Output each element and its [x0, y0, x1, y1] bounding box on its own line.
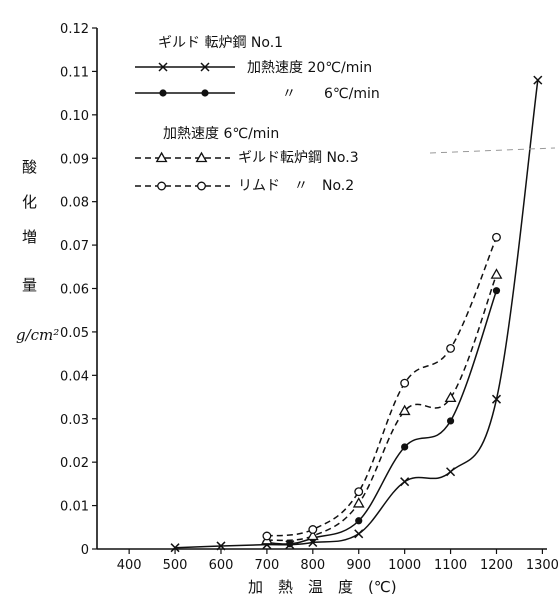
data-point-no2 — [308, 525, 318, 534]
y-tick-label: 0.06 — [60, 283, 89, 298]
legend-entry-no2: リムド 〃 No.2 — [238, 178, 354, 194]
scan-artifact-line — [429, 147, 556, 154]
series-line-no2 — [266, 236, 498, 537]
data-point-no3 — [398, 404, 411, 416]
data-point-s20 — [400, 477, 410, 487]
legend-sample-20c-marker — [158, 62, 168, 72]
y-tick-label: 0.11 — [60, 65, 89, 80]
data-point-s6 — [446, 417, 455, 425]
marker-stroke — [216, 541, 226, 551]
series-no3 — [260, 268, 503, 545]
y-tick-label: 0.12 — [60, 22, 89, 37]
data-point-s20 — [533, 75, 543, 85]
y-ticks: 0 0.01 0.02 0.03 0.04 0.05 0.06 0.07 0.08 0.09 0.1… — [60, 22, 97, 558]
data-point-s6 — [401, 443, 409, 451]
y-axis-label: 酸 化 増 量 g/cm² — [16, 158, 59, 344]
x-tick-label: 400 — [117, 558, 142, 573]
x-tick-label: 800 — [300, 558, 325, 573]
y-label-char-2: 化 — [22, 193, 37, 211]
marker-stroke — [200, 62, 210, 72]
x-tick-label: 1200 — [480, 558, 513, 573]
marker-stroke — [170, 543, 180, 553]
y-unit-label: g/cm² — [16, 326, 59, 344]
data-point-no2 — [354, 487, 364, 497]
data-point-no3 — [352, 497, 365, 508]
legend-entry-no3: ギルド転炉鋼 No.3 — [238, 150, 359, 166]
series-line-no3 — [266, 274, 498, 542]
y-tick-label: 0.07 — [60, 239, 89, 254]
series-line-s6 — [266, 290, 498, 545]
x-tick-label: 1100 — [434, 558, 467, 573]
y-tick-label: 0.04 — [60, 369, 89, 384]
legend-group2-title: 加熱速度 6℃/min — [163, 126, 279, 142]
data-point-no2 — [400, 378, 410, 388]
x-tick-label: 700 — [254, 558, 279, 573]
axes — [96, 28, 547, 550]
data-point-s20 — [491, 394, 502, 404]
x-ticks: 400 500 600 700 800 900 1000 1100 1200 1300 — [117, 549, 559, 573]
y-tick-label: 0.05 — [60, 326, 89, 341]
y-tick-label: 0.10 — [60, 109, 89, 124]
legend-samples — [135, 62, 556, 191]
legend-entry-20c: 加熱速度 20℃/min — [247, 60, 372, 76]
data-point-s6 — [286, 540, 294, 548]
legend-sample-6c-marker — [159, 89, 167, 97]
y-tick-label: 0.01 — [60, 500, 89, 515]
y-tick-label: 0 — [81, 543, 89, 558]
marker-stroke — [354, 529, 364, 539]
legend-group1-title: ギルド 転炉鋼 No.1 — [158, 35, 283, 51]
x-tick-label: 1300 — [526, 558, 559, 573]
marker-stroke — [533, 75, 543, 85]
series-line-s20 — [175, 80, 539, 549]
data-point-no3 — [444, 391, 457, 403]
marker-stroke — [400, 477, 410, 487]
series-no2 — [262, 232, 501, 541]
y-tick-label: 0.08 — [60, 196, 89, 211]
x-tick-label: 900 — [346, 558, 371, 573]
series-s20 — [170, 75, 543, 553]
legend-entry-6c: 〃 6℃/min — [282, 86, 380, 102]
data-point-no3 — [306, 529, 319, 541]
y-tick-label: 0.02 — [60, 456, 89, 471]
marker-stroke — [446, 467, 456, 477]
legend: ギルド 転炉鋼 No.1 加熱速度 20℃/min 〃 6℃/min 加熱速度 … — [135, 35, 556, 194]
data-point-s20 — [446, 467, 456, 477]
legend-sample-no3-marker — [195, 151, 208, 163]
data-point-s20 — [216, 541, 226, 551]
data-point-s6 — [355, 517, 363, 525]
y-label-char-1: 酸 — [22, 158, 37, 176]
marker-stroke — [158, 62, 168, 72]
y-label-char-3: 増 — [22, 228, 37, 246]
x-tick-label: 600 — [209, 558, 234, 573]
y-label-char-4: 量 — [22, 276, 37, 294]
data-point-no2 — [262, 531, 272, 541]
data-point-s6 — [492, 287, 501, 295]
y-tick-label: 0.03 — [60, 413, 89, 428]
legend-sample-no2-marker — [197, 181, 206, 191]
x-tick-label: 1000 — [388, 558, 421, 573]
x-tick-label: 500 — [163, 558, 188, 573]
data-point-s20 — [170, 543, 180, 553]
data-point-no2 — [446, 343, 456, 353]
legend-sample-6c-marker — [201, 89, 209, 97]
series-layer — [170, 75, 543, 553]
y-tick-label: 0.09 — [60, 152, 89, 167]
x-axis-label: 加 熱 温 度 (℃) — [248, 578, 397, 596]
marker-stroke — [491, 394, 502, 404]
data-point-no2 — [492, 232, 501, 242]
legend-sample-20c-marker — [200, 62, 210, 72]
legend-sample-no3-marker — [155, 151, 168, 163]
legend-sample-no2-marker — [157, 181, 167, 191]
data-point-s20 — [354, 529, 364, 539]
data-point-no3 — [490, 268, 503, 279]
